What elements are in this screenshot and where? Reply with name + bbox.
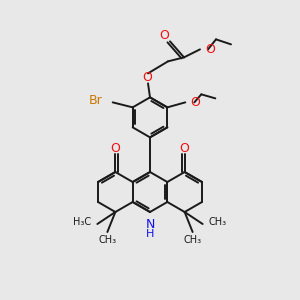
Text: O: O (142, 71, 152, 84)
Text: O: O (110, 142, 120, 154)
Text: O: O (190, 96, 200, 109)
Text: O: O (180, 142, 190, 154)
Text: H₃C: H₃C (73, 217, 92, 227)
Text: Br: Br (89, 94, 103, 107)
Text: O: O (205, 43, 215, 56)
Text: CH₃: CH₃ (184, 235, 202, 245)
Text: H: H (146, 229, 154, 239)
Text: O: O (159, 29, 169, 42)
Text: CH₃: CH₃ (98, 235, 116, 245)
Text: CH₃: CH₃ (208, 217, 227, 227)
Text: N: N (145, 218, 155, 232)
